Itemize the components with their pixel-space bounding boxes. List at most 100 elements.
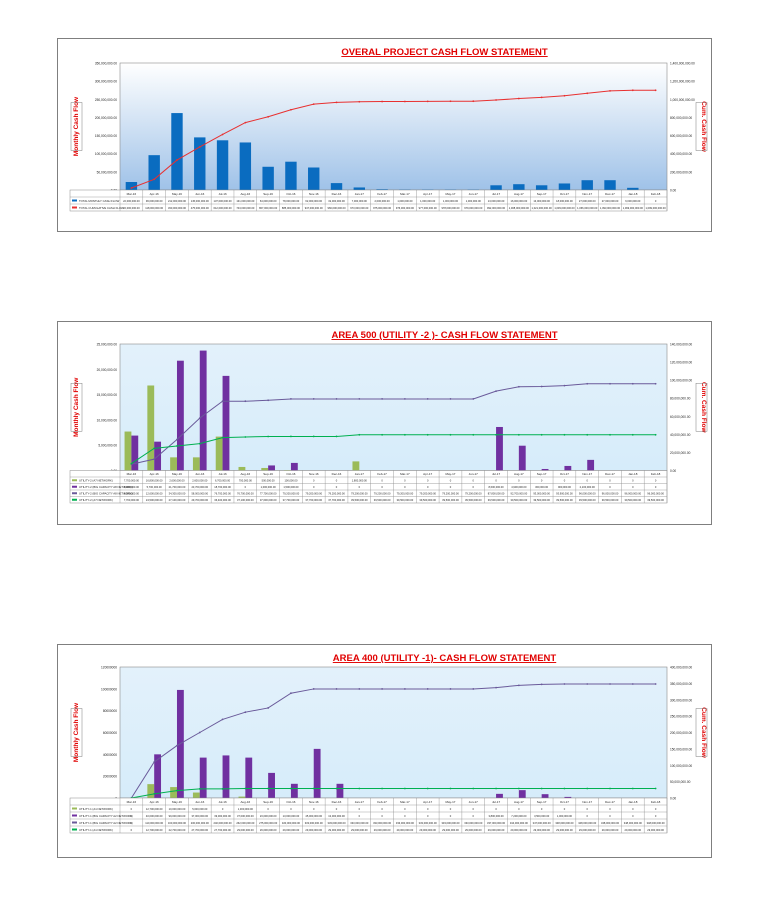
x-tick-label: Feb-17 — [377, 800, 387, 804]
line-point — [199, 443, 201, 445]
x-tick-label: Oct-16 — [286, 472, 295, 476]
table-cell: 29,000,000.00 — [442, 828, 459, 832]
y2-tick-label: 140,000,000.00 — [670, 343, 692, 347]
line-point — [336, 398, 338, 400]
table-cell: 885,000,000.00 — [282, 206, 301, 210]
x-tick-label: Sep-16 — [263, 192, 273, 196]
table-cell: 1,099,000,000.00 — [646, 206, 667, 210]
table-cell: 79,200,000.00 — [305, 492, 322, 496]
table-cell: 29,000,000.00 — [465, 828, 482, 832]
line-point — [313, 103, 315, 105]
line-point — [244, 122, 246, 124]
x-tick-label: Mar-17 — [400, 800, 410, 804]
table-cell: 39,000,000.00 — [214, 814, 231, 818]
table-cell: 39,500,000.00 — [488, 498, 505, 502]
legend-key — [72, 200, 77, 202]
line-point — [450, 100, 452, 102]
line-point — [632, 383, 634, 385]
table-cell: 333,000,000.00 — [350, 821, 369, 825]
table-cell: 39,500,000.00 — [351, 498, 368, 502]
x-tick-label: Jun-17 — [469, 192, 479, 196]
table-cell: 348,000,000.00 — [647, 821, 666, 825]
table-cell: 347,000,000.00 — [533, 821, 552, 825]
table-cell: 96,000,000.00 — [579, 492, 596, 496]
table-cell: 1,066,000,000.00 — [577, 206, 598, 210]
table-cell: 29,000,000.00 — [351, 828, 368, 832]
bar — [125, 432, 132, 471]
x-tick-label: Oct-16 — [286, 192, 295, 196]
table-cell: 78,000,000.00 — [283, 199, 300, 203]
x-tick-label: Aug-17 — [514, 800, 524, 804]
line-point — [176, 790, 178, 792]
line-point — [564, 788, 566, 790]
table-cell: 39,500,000.00 — [442, 498, 459, 502]
line-point — [518, 386, 520, 388]
line-point — [472, 100, 474, 102]
bar — [170, 787, 177, 798]
legend-label: UTILITY-1 (A1 NETWORK) — [79, 828, 113, 832]
y2-tick-label: 200,000,000.00 — [670, 170, 692, 174]
line-point — [267, 116, 269, 118]
bar — [131, 436, 138, 471]
line-point — [290, 788, 292, 790]
line-point — [244, 711, 246, 713]
line-point — [495, 687, 497, 689]
line-point — [655, 89, 657, 91]
legend-key — [72, 486, 77, 488]
y-tick-label: 20000000 — [103, 775, 117, 779]
x-tick-label: Jan-17 — [355, 192, 365, 196]
bar — [285, 162, 296, 190]
line-point — [404, 434, 406, 436]
line-point — [267, 436, 269, 438]
x-tick-label: Oct-17 — [560, 472, 569, 476]
y-tick-label: 25,000,000.00 — [97, 343, 118, 347]
table-cell: 29,000,000.00 — [305, 828, 322, 832]
line-point — [518, 98, 520, 100]
table-cell: 1,008,000,000.00 — [509, 206, 530, 210]
line-point — [222, 400, 224, 402]
x-tick-label: Mar-17 — [400, 472, 410, 476]
table-cell: 3,500,000.00 — [534, 814, 550, 818]
table-cell: 240,000,000.00 — [214, 821, 233, 825]
table-cell: 87,800,000.00 — [488, 492, 505, 496]
legend-key — [72, 808, 77, 810]
x-tick-label: Feb-18 — [651, 800, 661, 804]
bar — [604, 180, 615, 190]
table-cell: 1,093,000,000.00 — [600, 206, 621, 210]
table-cell: 22,700,000.00 — [169, 828, 186, 832]
table-cell: 29,000,000.00 — [328, 828, 345, 832]
legend-key — [72, 479, 77, 481]
bar — [193, 793, 200, 798]
table-cell: 7,700,000.00 — [124, 479, 140, 483]
line-point — [586, 683, 588, 685]
x-tick-label: Jan-18 — [628, 192, 638, 196]
table-cell: 13,000,000.00 — [328, 814, 345, 818]
y-axis-title: Monthly Cash Flow — [73, 377, 80, 437]
table-cell: 29,000,000.00 — [602, 828, 619, 832]
x-tick-label: Nov-16 — [309, 192, 319, 196]
table-cell: 320,000,000.00 — [282, 821, 301, 825]
x-tick-label: Jan-18 — [628, 472, 638, 476]
table-cell: 6,000,000.00 — [625, 199, 641, 203]
x-tick-label: Sep-17 — [537, 472, 547, 476]
bar — [291, 463, 298, 471]
line-point — [427, 688, 429, 690]
table-cell: 1,099,000,000.00 — [623, 206, 644, 210]
line-point — [222, 134, 224, 136]
line-point — [450, 788, 452, 790]
y2-tick-label: 300,000,000.00 — [670, 698, 692, 702]
table-cell: 39,500,000.00 — [419, 498, 436, 502]
line-point — [564, 385, 566, 387]
table-cell: 6,900,000.00 — [124, 492, 140, 496]
line-point — [153, 761, 155, 763]
table-cell: 27,100,000.00 — [169, 498, 186, 502]
bar — [147, 784, 154, 798]
x-tick-label: Feb-17 — [377, 472, 387, 476]
x-tick-label: Sep-17 — [537, 192, 547, 196]
table-cell: 131,000,000.00 — [236, 199, 255, 203]
bar — [171, 113, 182, 190]
bar — [490, 185, 501, 190]
table-cell: 79,200,000.00 — [328, 492, 345, 496]
x-tick-label: Mar-16 — [127, 472, 137, 476]
bar — [268, 773, 275, 798]
